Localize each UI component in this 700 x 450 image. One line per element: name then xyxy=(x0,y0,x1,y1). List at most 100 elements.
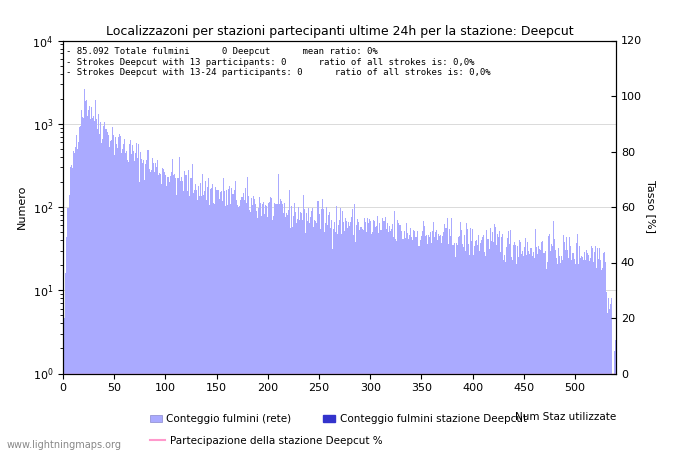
Bar xyxy=(540,242,542,450)
Bar xyxy=(608,298,609,450)
Bar xyxy=(350,222,351,450)
Bar xyxy=(592,248,593,450)
Bar xyxy=(127,160,128,450)
Bar xyxy=(510,230,511,450)
Bar xyxy=(90,119,91,450)
Bar xyxy=(222,201,223,450)
Bar xyxy=(339,220,340,450)
Bar xyxy=(225,206,226,450)
Bar xyxy=(216,190,217,450)
Bar xyxy=(602,269,603,450)
Bar xyxy=(93,117,95,450)
Bar xyxy=(121,153,122,450)
Bar xyxy=(354,204,356,450)
Bar xyxy=(332,229,334,450)
Bar xyxy=(150,170,152,450)
Bar xyxy=(358,222,360,450)
Bar xyxy=(300,212,301,450)
Bar xyxy=(387,223,388,450)
Bar xyxy=(248,196,249,450)
Bar xyxy=(111,127,113,450)
Bar xyxy=(516,264,517,450)
Bar xyxy=(255,204,256,450)
Bar xyxy=(578,264,579,450)
Bar xyxy=(293,216,294,450)
Bar xyxy=(466,223,467,450)
Bar xyxy=(230,204,232,450)
Y-axis label: Numero: Numero xyxy=(17,185,27,229)
Bar xyxy=(88,110,89,450)
Bar xyxy=(544,253,545,450)
Bar xyxy=(179,157,181,450)
Bar xyxy=(95,100,97,450)
Bar xyxy=(436,230,438,450)
Bar xyxy=(402,239,403,450)
Bar xyxy=(547,262,548,450)
Bar xyxy=(336,206,337,450)
Bar xyxy=(135,153,136,450)
Bar xyxy=(594,252,595,450)
Bar xyxy=(587,253,588,450)
Bar xyxy=(435,232,436,450)
Bar xyxy=(577,234,578,450)
Bar xyxy=(505,262,506,450)
Bar xyxy=(566,237,568,450)
Bar xyxy=(568,258,569,450)
Bar xyxy=(337,234,338,450)
Bar xyxy=(178,178,179,450)
Bar xyxy=(345,218,346,450)
Bar xyxy=(486,230,487,450)
Bar xyxy=(453,245,454,450)
Bar xyxy=(218,190,219,450)
Bar xyxy=(346,220,347,450)
Bar xyxy=(361,230,363,450)
Bar xyxy=(429,238,430,450)
Bar xyxy=(304,209,305,450)
Bar xyxy=(312,208,314,450)
Bar xyxy=(162,168,163,450)
Bar xyxy=(259,197,260,450)
Bar xyxy=(564,242,566,450)
Bar xyxy=(553,221,554,450)
Bar xyxy=(365,232,367,450)
Bar xyxy=(398,223,400,450)
Bar xyxy=(601,270,602,450)
Bar xyxy=(239,200,241,450)
Bar xyxy=(593,262,594,450)
Bar xyxy=(603,253,604,450)
Bar xyxy=(215,187,216,450)
Bar xyxy=(420,240,421,450)
Bar xyxy=(113,155,115,450)
Bar xyxy=(176,195,177,450)
Bar xyxy=(267,217,268,450)
Bar xyxy=(82,117,83,450)
Bar xyxy=(305,233,306,450)
Bar xyxy=(598,259,599,450)
Bar xyxy=(75,147,76,450)
Bar xyxy=(522,251,524,450)
Bar xyxy=(560,263,561,450)
Bar xyxy=(199,183,201,450)
Bar xyxy=(139,182,140,450)
Bar xyxy=(217,190,218,450)
Bar xyxy=(413,230,414,450)
Bar xyxy=(571,260,573,450)
Bar xyxy=(410,229,411,450)
Bar xyxy=(125,153,126,450)
Bar xyxy=(588,255,589,450)
Bar xyxy=(258,208,259,450)
Bar xyxy=(256,212,257,450)
Bar xyxy=(182,180,183,450)
Bar xyxy=(367,218,368,450)
Bar xyxy=(277,174,279,450)
Bar xyxy=(496,245,497,450)
Bar xyxy=(206,200,207,450)
Bar xyxy=(286,213,287,450)
Bar xyxy=(307,221,308,450)
Bar xyxy=(369,219,370,450)
Title: Localizzazoni per stazioni partecipanti ultime 24h per la stazione: Deepcut: Localizzazoni per stazioni partecipanti … xyxy=(106,25,573,38)
Bar xyxy=(175,178,176,450)
Bar xyxy=(531,256,533,450)
Bar xyxy=(535,230,536,450)
Bar xyxy=(276,204,277,450)
